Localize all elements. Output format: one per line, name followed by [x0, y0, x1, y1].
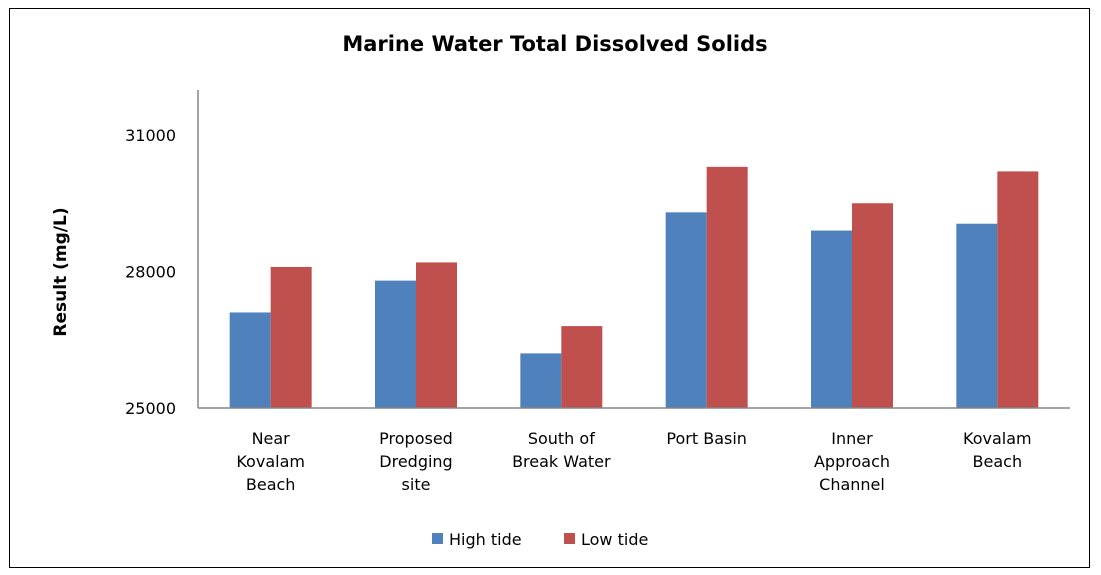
x-category-label-line: Break Water [512, 452, 611, 471]
bar-high-tide [229, 312, 271, 408]
bar-high-tide [375, 280, 416, 408]
x-category-label-line: Kovalam [236, 452, 305, 471]
x-category-label: Port Basin [666, 429, 747, 448]
legend-label-high-tide: High tide [449, 530, 522, 549]
legend-swatch-high-tide [432, 533, 443, 544]
x-category-label-line: Inner [831, 429, 873, 448]
x-category-label-line: Kovalam [963, 429, 1032, 448]
x-category-label: South of Break Water [512, 429, 611, 471]
x-category-label-line: Beach [973, 452, 1023, 471]
x-category-label: Kovalam Beach [963, 429, 1032, 471]
plot-area: 25000 28000 31000 Near Kovalam Beach Proposed D… [125, 90, 1070, 494]
x-category-label-line: Proposed [379, 429, 453, 448]
bar-low-tide [561, 326, 603, 408]
x-category-label-line: site [402, 475, 431, 494]
x-category-label: Near Kovalam Beach [236, 429, 305, 494]
y-tick-label: 25000 [125, 399, 176, 418]
bar-high-tide [811, 230, 852, 408]
y-tick-label: 31000 [125, 126, 176, 145]
y-tick-label: 28000 [125, 263, 176, 282]
chart-svg: Marine Water Total Dissolved Solids Resu… [51, 32, 1070, 549]
x-category-label-line: Near [252, 429, 291, 448]
bar-high-tide [956, 223, 998, 408]
bar-high-tide [520, 353, 562, 408]
chart-frame: Marine Water Total Dissolved Solids Resu… [9, 8, 1090, 568]
x-category-label-line: Channel [819, 475, 885, 494]
x-category-label-line: Beach [246, 475, 296, 494]
legend-swatch-low-tide [564, 533, 575, 544]
bar-low-tide [270, 266, 312, 408]
bar-low-tide [706, 166, 748, 408]
x-category-label-line: Port Basin [666, 429, 747, 448]
bar-low-tide [852, 203, 893, 408]
bar-low-tide [416, 262, 457, 408]
x-category-label-line: Dredging [379, 452, 452, 471]
chart-title: Marine Water Total Dissolved Solids [342, 32, 767, 56]
legend: High tide Low tide [432, 530, 648, 549]
y-axis-label: Result (mg/L) [51, 207, 71, 336]
bar-low-tide [997, 171, 1039, 408]
x-category-label-line: Approach [814, 452, 890, 471]
bar-high-tide [665, 212, 707, 408]
x-category-label: Inner Approach Channel [814, 429, 890, 494]
x-category-label: Proposed Dredging site [379, 429, 453, 494]
legend-label-low-tide: Low tide [581, 530, 648, 549]
x-category-label-line: South of [528, 429, 595, 448]
